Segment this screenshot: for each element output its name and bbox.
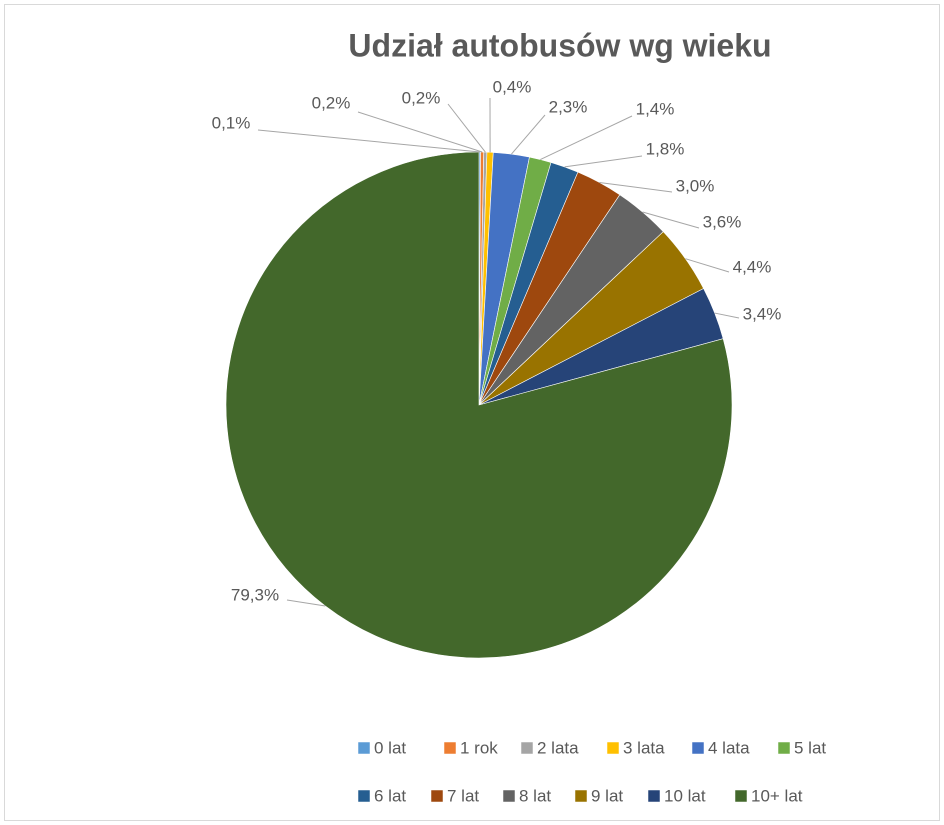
leader-line (540, 115, 633, 160)
legend-label: 1 rok (460, 738, 498, 757)
legend-marker (520, 741, 534, 755)
legend-label: 2 lata (537, 738, 579, 757)
data-label: 3,4% (743, 304, 782, 323)
data-label: 0,2% (312, 93, 351, 112)
leader-line (286, 599, 326, 607)
data-label: 4,4% (733, 257, 772, 276)
legend-label: 9 lat (591, 786, 623, 805)
legend-marker (734, 789, 748, 803)
legend-label: 4 lata (708, 738, 750, 757)
leader-line (447, 103, 486, 153)
legend-marker (357, 741, 371, 755)
chart-title: Udział autobusów wg wieku (348, 27, 771, 63)
legend-marker (647, 789, 661, 803)
legend-label: 0 lat (374, 738, 406, 757)
data-label: 0,1% (212, 113, 251, 132)
legend-label: 7 lat (447, 786, 479, 805)
leader-line (511, 114, 546, 155)
leader-line (357, 111, 483, 153)
legend-label: 10+ lat (751, 786, 803, 805)
legend-marker (777, 741, 791, 755)
data-label: 3,0% (676, 176, 715, 195)
leader-line (714, 312, 740, 319)
legend-marker (502, 789, 516, 803)
data-label: 0,4% (493, 77, 532, 96)
legend-marker (443, 741, 457, 755)
data-label: 79,3% (231, 585, 279, 604)
legend-marker (357, 789, 371, 803)
data-label: 0,2% (402, 88, 441, 107)
data-label: 1,8% (646, 139, 685, 158)
legend-label: 6 lat (374, 786, 406, 805)
leader-line (685, 258, 730, 273)
leader-line (599, 181, 673, 193)
leader-line (257, 129, 480, 153)
leader-line (642, 211, 700, 229)
data-label: 2,3% (549, 97, 588, 116)
legend-marker (574, 789, 588, 803)
legend-marker (430, 789, 444, 803)
legend-label: 3 lata (623, 738, 665, 757)
data-label: 3,6% (703, 212, 742, 231)
legend-label: 10 lat (664, 786, 706, 805)
legend-label: 8 lat (519, 786, 551, 805)
legend-marker (691, 741, 705, 755)
leader-line (564, 155, 643, 168)
pie (225, 151, 733, 659)
legend-marker (606, 741, 620, 755)
data-label: 1,4% (636, 99, 675, 118)
legend-label: 5 lat (794, 738, 826, 757)
